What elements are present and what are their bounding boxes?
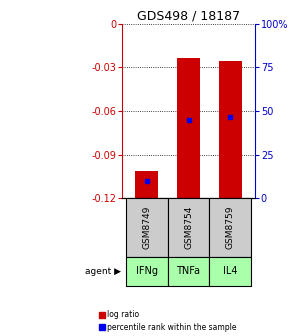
Bar [135,171,158,198]
Title: GDS498 / 18187: GDS498 / 18187 [137,9,240,23]
Bar [209,257,251,286]
Text: TNFa: TNFa [177,266,200,276]
Bar [168,198,209,257]
Text: GSM8759: GSM8759 [226,206,235,249]
Text: GSM8754: GSM8754 [184,206,193,249]
Bar [177,58,200,198]
Bar [209,198,251,257]
Text: IL4: IL4 [223,266,238,276]
Text: IFNg: IFNg [136,266,158,276]
Text: agent ▶: agent ▶ [85,267,121,276]
Legend: log ratio, percentile rank within the sample: log ratio, percentile rank within the sa… [100,310,236,332]
Bar [168,257,209,286]
Text: GSM8749: GSM8749 [142,206,151,249]
Bar [219,61,242,198]
Bar [126,257,168,286]
Bar [126,198,168,257]
